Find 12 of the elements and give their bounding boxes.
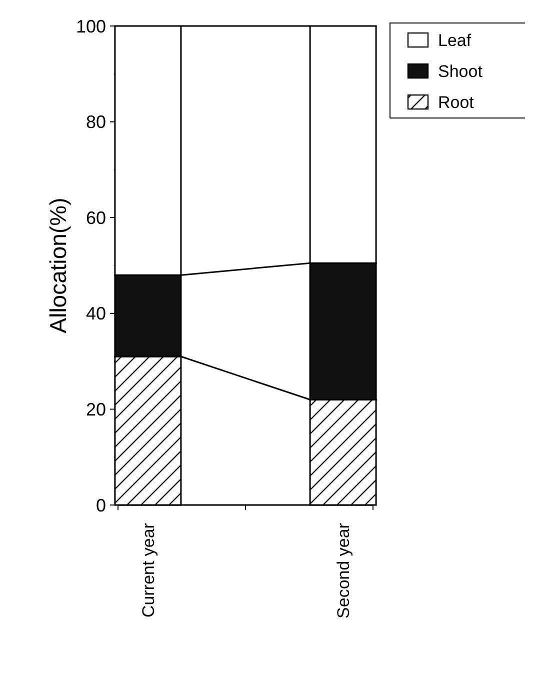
y-tick-label: 60 (86, 208, 106, 228)
y-tick-label: 100 (76, 16, 106, 36)
y-tick-label: 40 (86, 304, 106, 324)
legend-label: Shoot (438, 62, 483, 81)
y-tick-label: 0 (96, 495, 106, 516)
x-tick-label: Current year (138, 522, 158, 618)
legend-label: Root (438, 92, 474, 112)
y-axis-title: Allocation(%) (45, 198, 71, 334)
y-tick-label: 20 (86, 400, 106, 420)
x-tick-label: Second year (334, 522, 353, 618)
legend-label: Leaf (438, 30, 472, 50)
y-tick-label: 80 (86, 112, 106, 132)
